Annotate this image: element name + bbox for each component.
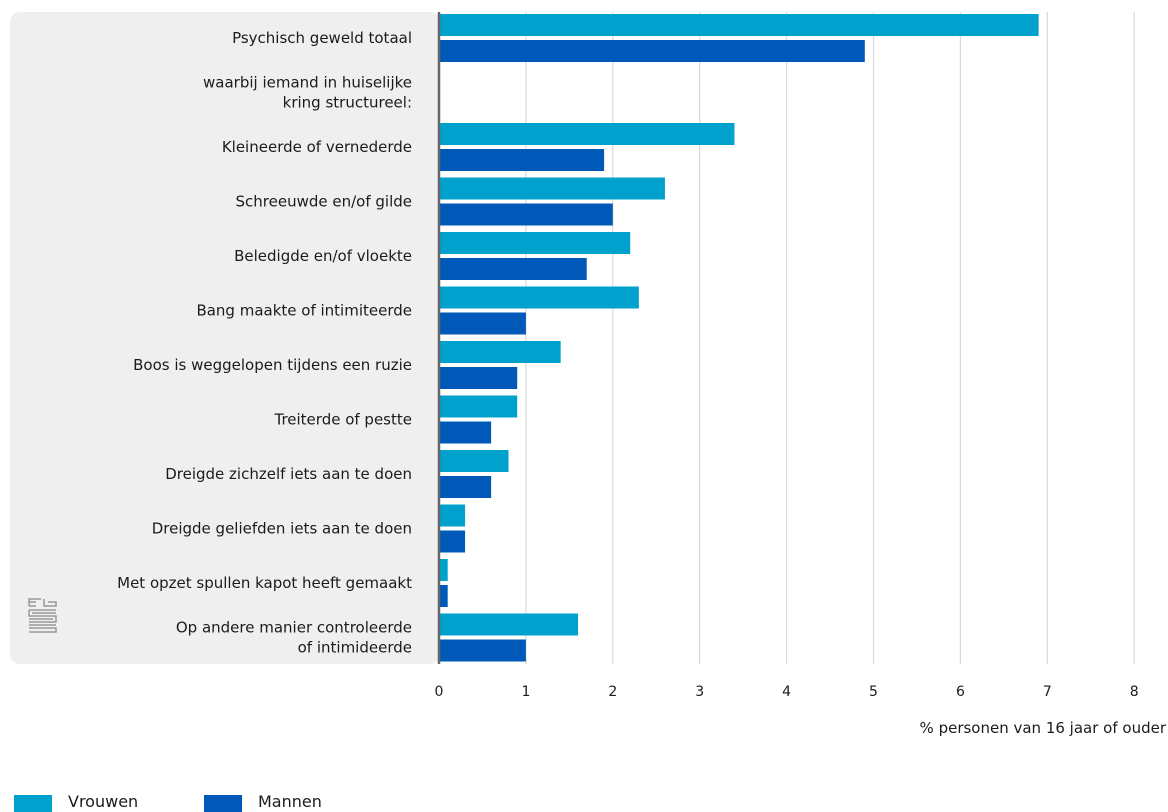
legend-swatch-mannen [204,795,242,812]
category-label: waarbij iemand in huiselijke [203,74,412,92]
bar-vrouwen [439,504,466,527]
bar-mannen [439,367,518,389]
legend: Vrouwen Mannen [14,792,322,812]
bar-vrouwen [439,341,561,363]
legend-swatch-vrouwen [14,795,52,812]
category-label: Bang maakte of intimiteerde [196,302,412,320]
bar-mannen [439,258,587,280]
bar-mannen [439,312,526,335]
grid-lines [525,12,1135,664]
x-tick-label: 5 [869,684,878,700]
x-axis-ticks: 0 1 2 3 4 5 6 7 8 [435,684,1139,700]
cbs-logo [28,598,57,633]
label-panel [10,12,440,664]
legend-label-vrouwen: Vrouwen [68,792,138,811]
category-label: of intimideerde [298,639,412,657]
bar-mannen [439,476,492,498]
category-label: Schreeuwde en/of gilde [236,193,412,211]
category-label: kring structureel: [283,94,412,112]
category-label: Dreigde zichzelf iets aan te doen [165,465,412,483]
category-label: Boos is weggelopen tijdens een ruzie [133,356,412,374]
bar-vrouwen [439,450,509,472]
x-tick-label: 0 [435,684,444,700]
category-label: Op andere manier controleerde [176,619,412,637]
bar-vrouwen [439,123,735,145]
bar-mannen [439,639,526,662]
category-label: Psychisch geweld totaal [232,29,412,47]
bar-mannen [439,530,466,553]
category-label: Kleineerde of vernederde [222,138,412,156]
x-axis-title: % personen van 16 jaar of ouder [920,719,1167,737]
bar-mannen [439,203,613,226]
category-label: Dreigde geliefden iets aan te doen [152,520,412,538]
legend-label-mannen: Mannen [258,792,322,811]
bar-vrouwen [439,14,1039,36]
bars [439,14,1039,662]
x-tick-label: 4 [782,684,791,700]
bar-mannen [439,149,605,171]
category-label: Treiterde of pestte [273,411,412,429]
x-tick-label: 1 [521,684,530,700]
category-label: Met opzet spullen kapot heeft gemaakt [117,574,412,592]
x-tick-label: 3 [695,684,704,700]
x-tick-label: 7 [1043,684,1052,700]
bar-mannen [439,40,865,62]
bar-vrouwen [439,559,448,581]
bar-vrouwen [439,286,639,309]
category-label: Beledigde en/of vloekte [234,247,412,265]
bar-mannen [439,585,448,607]
bar-mannen [439,421,492,444]
bar-vrouwen [439,613,579,636]
category-labels: Psychisch geweld totaal waarbij iemand in… [117,29,412,657]
x-tick-label: 6 [956,684,965,700]
bar-vrouwen [439,395,518,418]
x-tick-label: 8 [1130,684,1139,700]
bar-vrouwen [439,177,665,200]
bar-vrouwen [439,232,631,254]
x-tick-label: 2 [608,684,617,700]
